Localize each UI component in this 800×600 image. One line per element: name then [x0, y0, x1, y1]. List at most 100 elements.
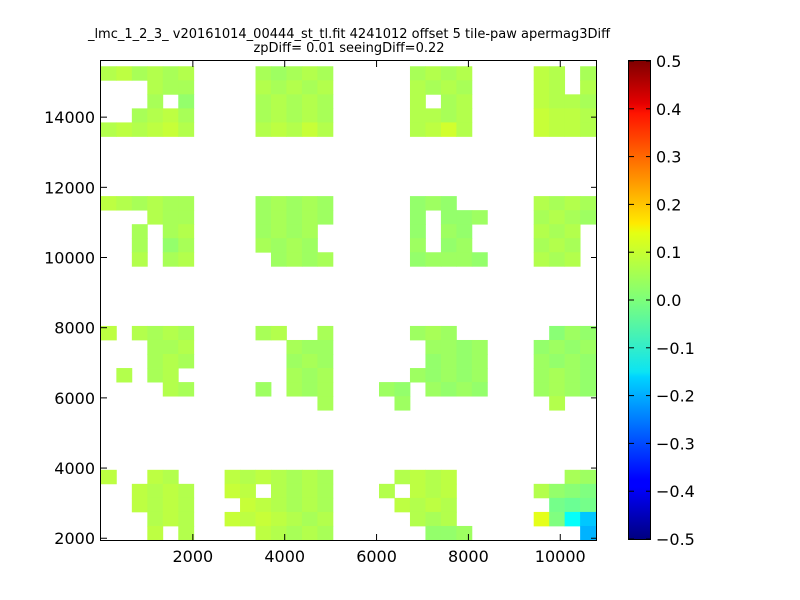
heatmap-cell [286, 238, 303, 253]
heatmap-cell [147, 525, 164, 541]
heatmap-cell [533, 224, 550, 239]
colorbar-ticks: 0.5 0.4 0.3 0.2 0.1 0.0 −0.1 −0.2 −0.3 −0.4 −0.5 [629, 52, 695, 549]
heatmap-cell [270, 196, 287, 211]
heatmap-cell [409, 108, 426, 123]
heatmap-cell [580, 469, 596, 485]
heatmap-cell [317, 339, 334, 355]
heatmap-cell [580, 80, 596, 95]
heatmap-cell [131, 238, 148, 253]
heatmap-cell [533, 122, 550, 137]
heatmap-cell [549, 122, 566, 137]
heatmap-cell [317, 396, 334, 411]
heatmap-cell [533, 196, 550, 211]
heatmap-cell [409, 122, 426, 137]
heatmap-cell [549, 497, 566, 513]
heatmap-cell [317, 122, 334, 137]
heatmap-cell [270, 325, 287, 341]
heatmap-cell [270, 511, 287, 527]
heatmap-cell [147, 497, 164, 513]
heatmap-cell [456, 354, 473, 369]
plot-area: 2000 4000 6000 8000 10000 2000 4000 6000 8000 10… [44, 60, 597, 566]
heatmap-cell [131, 224, 148, 239]
heatmap-cell [456, 382, 473, 397]
heatmap-cell [147, 94, 164, 109]
heatmap-cell [564, 469, 581, 485]
heatmap-cell [101, 122, 117, 137]
heatmap-cell [270, 483, 287, 499]
plot-frame [100, 60, 597, 541]
heatmap-cell [162, 80, 179, 95]
heatmap-cell [270, 238, 287, 253]
heatmap-cell [162, 108, 179, 123]
heatmap-cell [270, 224, 287, 239]
heatmap-cell [162, 325, 179, 341]
heatmap-cell [147, 210, 164, 225]
heatmap-cell [471, 210, 488, 225]
heatmap-cell [162, 210, 179, 225]
colorbar: 0.5 0.4 0.3 0.2 0.1 0.0 −0.1 −0.2 −0.3 −0.4 −0.5 [628, 52, 695, 549]
heatmap-cell [131, 325, 148, 341]
heatmap-cell [580, 94, 596, 109]
heatmap-cell [286, 525, 303, 541]
heatmap-cell [317, 525, 334, 541]
heatmap-cell [533, 339, 550, 355]
heatmap-cell [425, 66, 442, 81]
heatmap-cell [409, 368, 426, 383]
y-tick-label: 14000 [44, 108, 95, 127]
heatmap-cell [533, 80, 550, 95]
heatmap-cell [131, 108, 148, 123]
heatmap-cell [533, 511, 550, 527]
heatmap-cell [580, 108, 596, 123]
heatmap-cell [564, 382, 581, 397]
heatmap-cell [456, 210, 473, 225]
heatmap-cell [456, 252, 473, 267]
heatmap-cell [270, 497, 287, 513]
heatmap-cell [533, 368, 550, 383]
y-tick-label: 12000 [44, 178, 95, 197]
colorbar-tick-label: 0.2 [656, 195, 681, 214]
heatmap-cell [286, 224, 303, 239]
heatmap-cell [224, 511, 241, 527]
heatmap-cell [162, 511, 179, 527]
heatmap-cell [178, 354, 195, 369]
heatmap-cell [549, 80, 566, 95]
heatmap-cell [286, 252, 303, 267]
heatmap-cell [286, 483, 303, 499]
heatmap-cell [301, 483, 318, 499]
heatmap-cell [580, 382, 596, 397]
heatmap-cell [240, 469, 256, 485]
heatmap-cell [440, 196, 457, 211]
heatmap-cell [425, 511, 442, 527]
heatmap-cell [471, 382, 488, 397]
heatmap-cell [564, 252, 581, 267]
heatmap-cell [317, 108, 334, 123]
heatmap-cell [580, 210, 596, 225]
heatmap-cell [317, 210, 334, 225]
heatmap-cell [301, 66, 318, 81]
heatmap-cell [409, 483, 426, 499]
heatmap-cell [394, 497, 411, 513]
heatmap-cell [178, 66, 195, 81]
colorbar-tick-label: 0.4 [656, 100, 681, 119]
heatmap-cell [301, 497, 318, 513]
heatmap-cell [178, 238, 195, 253]
heatmap-cell [440, 252, 457, 267]
heatmap-cell [178, 224, 195, 239]
heatmap-cell [301, 354, 318, 369]
heatmap-cell [440, 108, 457, 123]
heatmap-cell [162, 122, 179, 137]
heatmap-cell [301, 382, 318, 397]
heatmap-cell [286, 382, 303, 397]
heatmap-cell [425, 382, 442, 397]
heatmap-cell [131, 483, 148, 499]
heatmap-cell [409, 497, 426, 513]
heatmap-cell [101, 196, 117, 211]
heatmap-cell [178, 196, 195, 211]
heatmap-cell [270, 210, 287, 225]
heatmap-cell [178, 525, 195, 541]
heatmap-cell [440, 325, 457, 341]
heatmap-cell [394, 396, 411, 411]
heatmap-cell [564, 497, 581, 513]
heatmap-cell [425, 497, 442, 513]
